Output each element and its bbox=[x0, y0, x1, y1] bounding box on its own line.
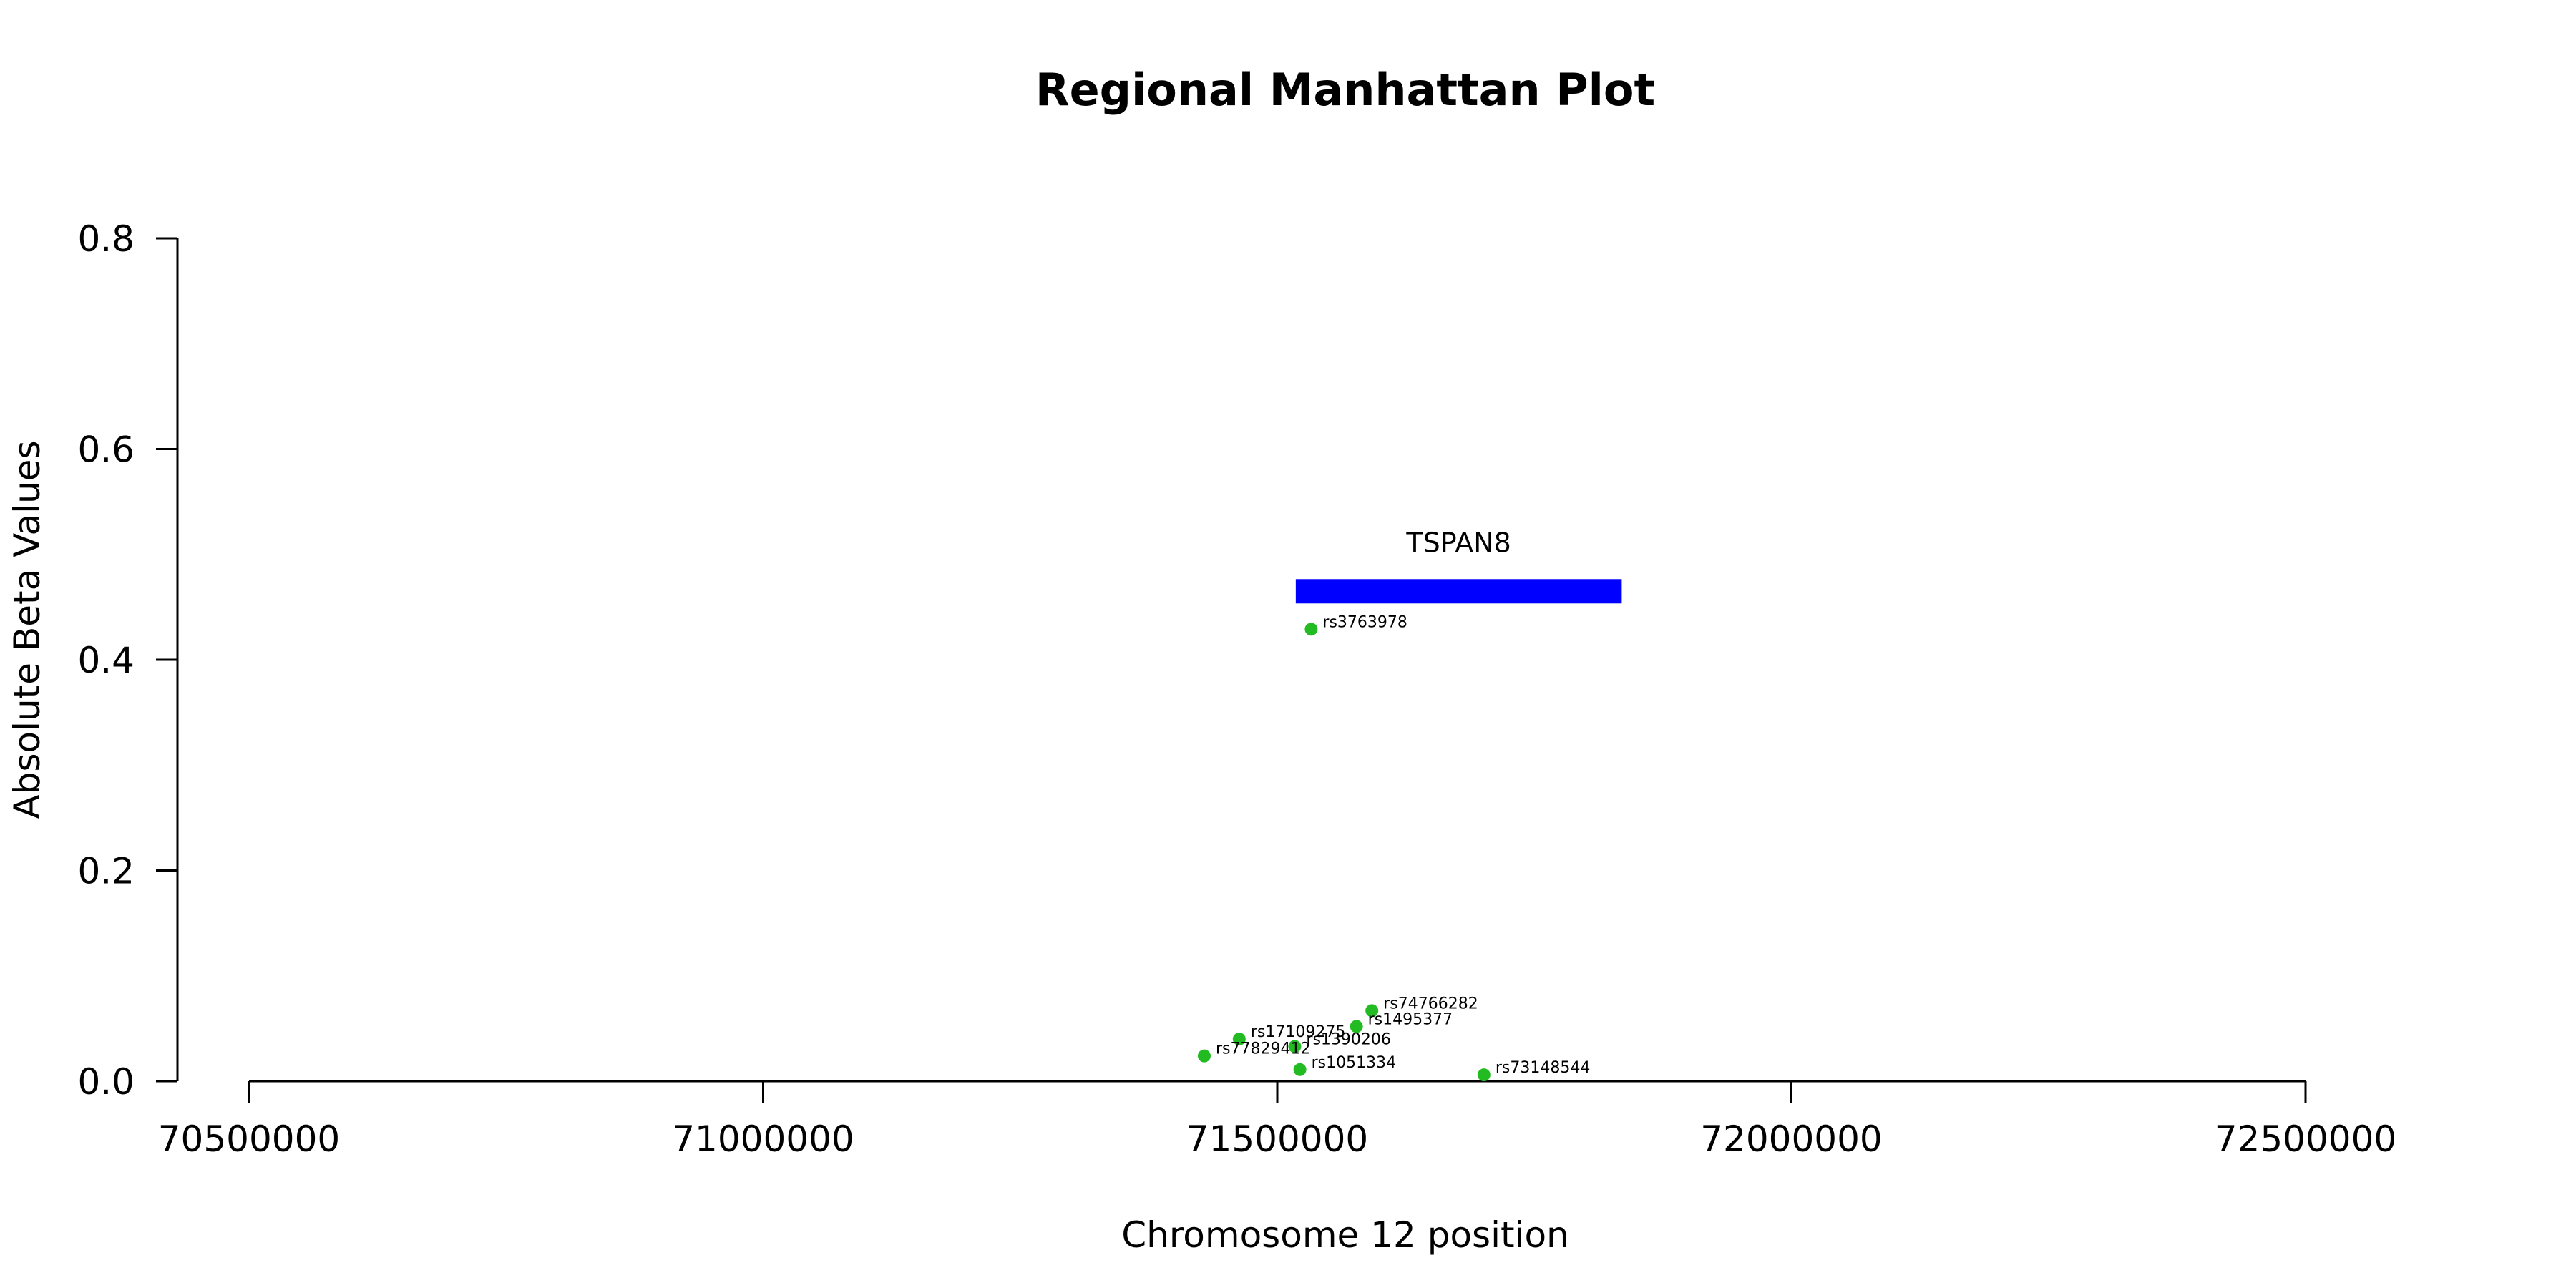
snp-point-rs1495377 bbox=[1350, 1020, 1363, 1033]
snp-label-rs74766282: rs74766282 bbox=[1383, 995, 1478, 1013]
snp-point-rs74766282 bbox=[1365, 1004, 1379, 1018]
y-tick-label-0: 0.0 bbox=[77, 1061, 135, 1103]
snp-point-rs1051334 bbox=[1293, 1063, 1307, 1076]
chart-title: Regional Manhattan Plot bbox=[1035, 64, 1655, 116]
snp-point-rs73148544 bbox=[1477, 1068, 1491, 1082]
snp-label-rs77829412: rs77829412 bbox=[1216, 1040, 1310, 1058]
y-tick-label-2: 0.4 bbox=[77, 640, 135, 681]
x-tick-label-1: 71000000 bbox=[672, 1118, 854, 1160]
gene-bar-tspan8 bbox=[1295, 579, 1622, 604]
snp-label-rs1495377: rs1495377 bbox=[1368, 1010, 1453, 1028]
snp-point-rs77829412 bbox=[1197, 1049, 1211, 1063]
x-tick-label-3: 72000000 bbox=[1700, 1118, 1883, 1160]
x-axis-label: Chromosome 12 position bbox=[1121, 1214, 1569, 1256]
snp-point-rs1390206 bbox=[1288, 1040, 1302, 1053]
snp-label-rs3763978: rs3763978 bbox=[1322, 613, 1407, 631]
snp-label-rs1051334: rs1051334 bbox=[1312, 1054, 1397, 1072]
x-tick-label-2: 71500000 bbox=[1186, 1118, 1369, 1160]
y-tick-label-1: 0.2 bbox=[77, 851, 135, 892]
plot-area: 70500000 71000000 71500000 72000000 72500000… bbox=[77, 218, 2396, 1160]
y-tick-label-4: 0.8 bbox=[77, 218, 135, 260]
snp-label-rs73148544: rs73148544 bbox=[1496, 1059, 1590, 1077]
snp-label-rs17109275: rs17109275 bbox=[1251, 1023, 1345, 1041]
snp-point-rs3763978 bbox=[1304, 623, 1318, 636]
y-axis-label: Absolute Beta Values bbox=[6, 441, 48, 819]
x-tick-label-4: 72500000 bbox=[2215, 1118, 2397, 1160]
snp-label-rs1390206: rs1390206 bbox=[1306, 1030, 1391, 1048]
x-tick-label-0: 70500000 bbox=[158, 1118, 341, 1160]
gene-label-tspan8: TSPAN8 bbox=[1405, 527, 1511, 558]
y-tick-label-3: 0.6 bbox=[77, 429, 135, 471]
snp-point-rs17109275 bbox=[1232, 1033, 1246, 1046]
